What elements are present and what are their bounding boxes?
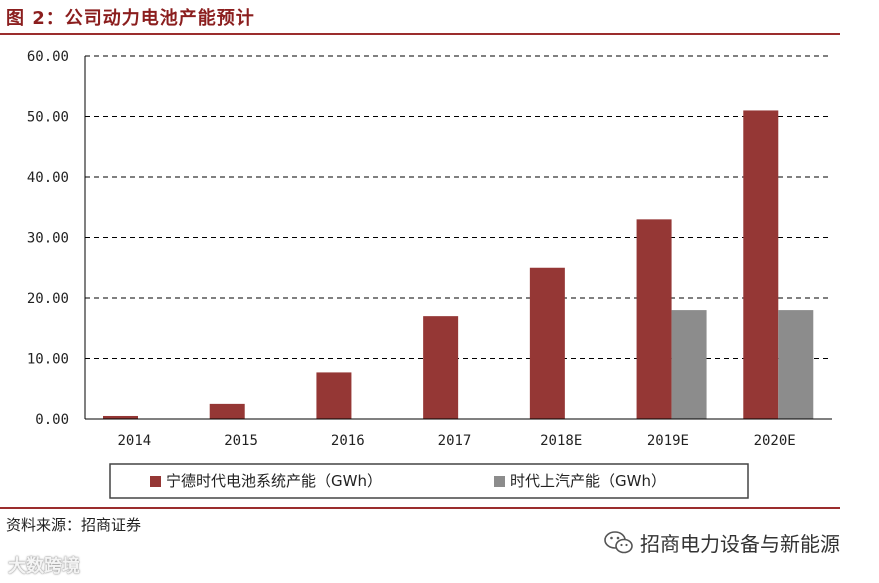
gridlines bbox=[85, 55, 832, 359]
x-tick-label: 2015 bbox=[224, 433, 258, 449]
x-tick-label: 2017 bbox=[438, 433, 472, 449]
x-axis-ticks: 2014 2015 2016 2017 2018E 2019E 2020E bbox=[117, 433, 795, 449]
x-tick-label: 2014 bbox=[117, 433, 151, 449]
bars bbox=[103, 110, 814, 419]
bar-series1-2017 bbox=[423, 316, 459, 419]
bar-series2-2020E bbox=[778, 310, 814, 419]
legend-label-series2: 时代上汽产能（GWh） bbox=[510, 472, 666, 490]
bar-series1-2019E bbox=[636, 219, 672, 419]
y-tick-label: 0.00 bbox=[35, 412, 69, 428]
legend-box bbox=[109, 463, 749, 499]
y-tick-label: 30.00 bbox=[27, 231, 69, 247]
legend-swatch-series2 bbox=[494, 476, 505, 487]
watermark-left: 大数跨境 bbox=[8, 556, 80, 577]
figure-title: 图 2：公司动力电池产能预计 bbox=[6, 8, 255, 29]
x-tick-label: 2016 bbox=[331, 433, 365, 449]
watermark-right-text: 招商电力设备与新能源 bbox=[640, 532, 840, 556]
bar-series1-2020E bbox=[743, 110, 779, 419]
y-tick-label: 60.00 bbox=[27, 49, 69, 65]
x-tick-label: 2019E bbox=[647, 433, 689, 449]
bar-series2-2019E bbox=[671, 310, 707, 419]
y-tick-label: 50.00 bbox=[27, 110, 69, 126]
y-axis-ticks: 0.00 10.00 20.00 30.00 40.00 50.00 60.00 bbox=[27, 49, 69, 428]
legend-label-series1: 宁德时代电池系统产能（GWh） bbox=[166, 472, 382, 490]
x-tick-label: 2018E bbox=[540, 433, 582, 449]
bar-series1-2016 bbox=[316, 372, 352, 419]
legend-swatch-series1 bbox=[150, 476, 161, 487]
watermark-right: 招商电力设备与新能源 bbox=[604, 528, 840, 557]
source-rule bbox=[0, 507, 840, 509]
bar-series1-2014 bbox=[103, 415, 138, 419]
bar-series1-2018E bbox=[529, 267, 565, 419]
x-tick-label: 2020E bbox=[754, 433, 796, 449]
y-tick-label: 20.00 bbox=[27, 291, 69, 307]
source-note: 资料来源：招商证券 bbox=[6, 516, 142, 534]
y-tick-label: 40.00 bbox=[27, 170, 69, 186]
y-tick-label: 10.00 bbox=[27, 352, 69, 368]
title-rule bbox=[0, 33, 840, 35]
wechat-icon bbox=[604, 530, 633, 553]
legend: 宁德时代电池系统产能（GWh） 时代上汽产能（GWh） bbox=[109, 463, 749, 499]
bar-series1-2015 bbox=[209, 403, 245, 419]
